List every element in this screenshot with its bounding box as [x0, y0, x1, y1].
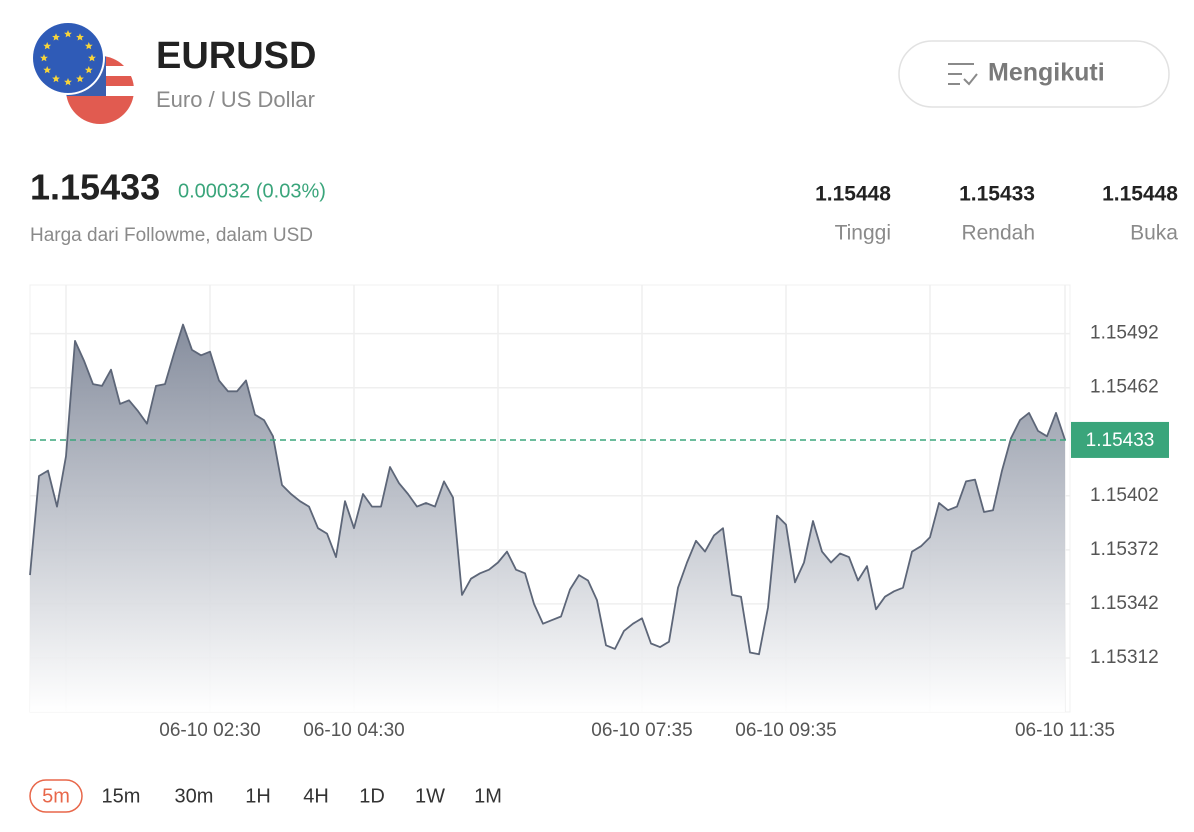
- timeframe-option[interactable]: 5m: [42, 785, 70, 807]
- timeframe-option[interactable]: 15m: [102, 785, 141, 807]
- price-source: Harga dari Followme, dalam USD: [30, 225, 313, 246]
- timeframe-bar: 5m 15m 30m 1H 4H 1D 1W 1M: [29, 779, 502, 813]
- timeframe-selected[interactable]: [29, 779, 83, 813]
- y-tick-label: 1.15462: [1090, 377, 1159, 398]
- price-line: [29, 323, 1066, 656]
- timeframe-option[interactable]: 1D: [359, 785, 385, 807]
- stat-value: 1.15448: [815, 183, 891, 206]
- follow-icon: [948, 63, 978, 86]
- stat-label: Tinggi: [835, 222, 891, 245]
- y-tick-label: 1.15312: [1090, 647, 1159, 668]
- x-tick-label: 06-10 04:30: [303, 720, 404, 741]
- timeframe-option[interactable]: 30m: [175, 785, 214, 807]
- instrument-name: Euro / US Dollar: [156, 87, 315, 112]
- follow-button[interactable]: Mengikuti: [898, 40, 1170, 108]
- x-tick-label: 06-10 07:35: [591, 720, 692, 741]
- x-tick-label: 06-10 11:35: [1015, 720, 1115, 741]
- timeframe-option[interactable]: 1H: [245, 785, 271, 807]
- x-tick-label: 06-10 09:35: [735, 720, 836, 741]
- y-tick-label: 1.15372: [1090, 539, 1159, 560]
- y-tick-label: 1.15492: [1090, 323, 1159, 344]
- price-change: 0.00032 (0.03%): [178, 180, 326, 202]
- timeframe-option[interactable]: 4H: [303, 785, 329, 807]
- y-tick-label: 1.15342: [1090, 593, 1159, 614]
- chart: 1.15312 1.15342 1.15372 1.15402 1.15462 1.154…: [29, 285, 1169, 741]
- follow-label[interactable]: Mengikuti: [988, 59, 1105, 87]
- stat-value: 1.15448: [1102, 183, 1178, 206]
- area-fill: [30, 324, 1065, 712]
- timeframe-option[interactable]: 1M: [474, 785, 502, 807]
- eu-flag: [31, 21, 105, 95]
- last-price-badge: [1071, 421, 1169, 458]
- stat-value: 1.15433: [959, 183, 1035, 206]
- price: 1.15433: [30, 167, 160, 208]
- stat-label: Buka: [1130, 222, 1178, 245]
- x-tick-label: 06-10 02:30: [159, 720, 260, 741]
- stat-label: Rendah: [961, 222, 1035, 245]
- last-price-label: 1.15433: [1086, 430, 1155, 451]
- timeframe-option[interactable]: 1W: [415, 785, 445, 807]
- symbol: EURUSD: [156, 35, 316, 77]
- y-tick-label: 1.15402: [1090, 485, 1159, 506]
